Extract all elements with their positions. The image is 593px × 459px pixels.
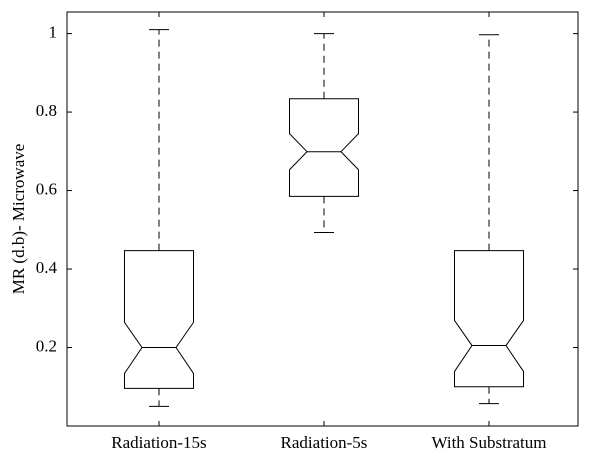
box [124, 250, 194, 389]
x-tick-label: Radiation-5s [281, 433, 368, 452]
y-tick-label: 0.2 [36, 336, 57, 355]
y-tick-label: 0.6 [36, 179, 57, 198]
box [454, 250, 524, 388]
y-tick-label: 0.4 [36, 258, 58, 277]
plot-frame [66, 11, 579, 427]
x-tick-label: With Substratum [431, 433, 546, 452]
y-tick-label: 1 [49, 22, 58, 41]
y-axis-label: MR (d.b)- Microwave [9, 144, 28, 295]
x-tick-label: Radiation-15s [111, 433, 206, 452]
box [289, 98, 359, 197]
y-tick-label: 0.8 [36, 101, 57, 120]
